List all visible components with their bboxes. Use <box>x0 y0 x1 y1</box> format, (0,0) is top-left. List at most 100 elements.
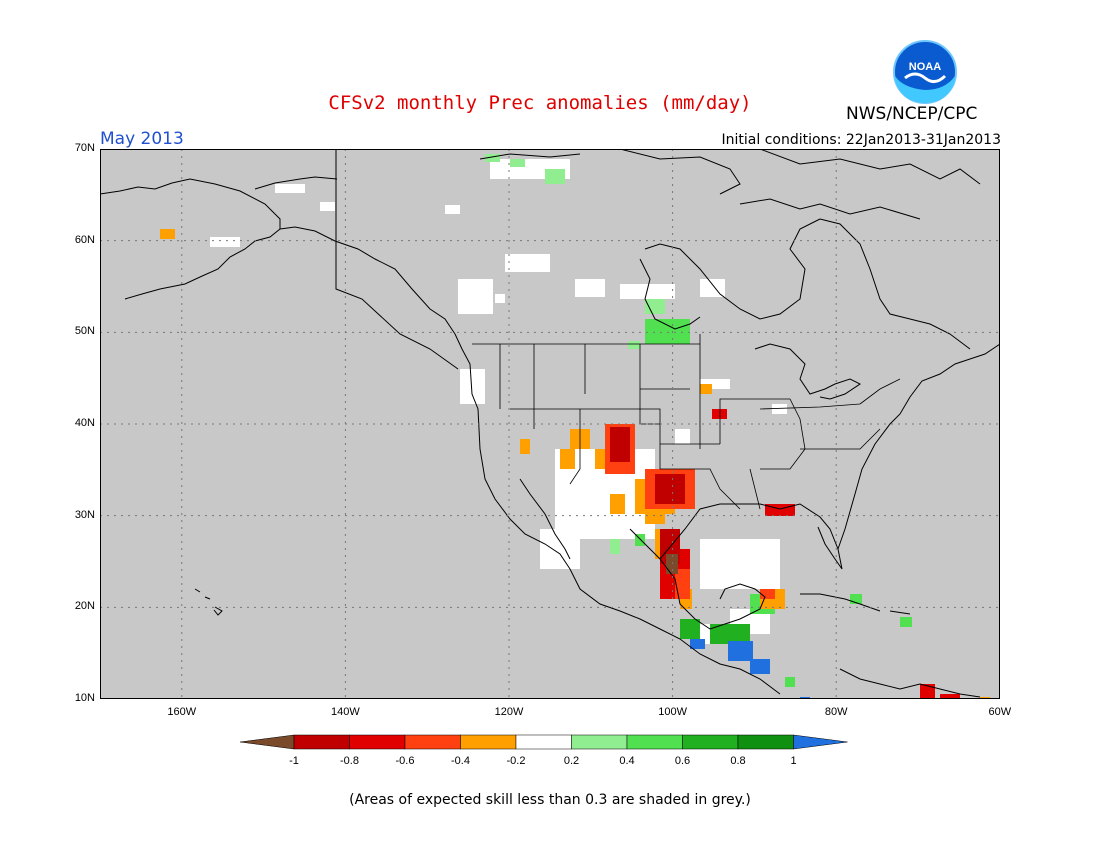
anomaly-cell <box>505 254 550 272</box>
anomaly-cell <box>610 427 630 462</box>
anomaly-cell <box>765 504 795 516</box>
initial-conditions: Initial conditions: 22Jan2013-31Jan2013 <box>721 132 1001 148</box>
lat-label: 70N <box>74 142 95 154</box>
lat-label: 20N <box>74 600 95 613</box>
anomaly-cell <box>545 169 565 184</box>
agency-label: NWS/NCEP/CPC <box>846 104 978 124</box>
legend-label: 0.4 <box>619 755 634 767</box>
anomaly-cell <box>495 294 505 303</box>
lon-label: 60W <box>988 706 1012 718</box>
anomaly-cell <box>666 554 678 574</box>
labrador-coast <box>819 218 971 350</box>
anomaly-cell <box>675 429 690 444</box>
anomaly-cell <box>710 624 750 644</box>
ak-canada-border <box>335 149 459 370</box>
anomaly-cell <box>728 641 753 661</box>
anomaly-cell <box>785 677 795 687</box>
anomaly-cell <box>750 659 770 674</box>
legend-swatch <box>515 734 572 750</box>
baja-coast <box>519 478 571 560</box>
anomaly-cell <box>628 341 640 349</box>
lon-label: 160W <box>167 706 197 718</box>
great-lakes <box>754 343 861 400</box>
anomaly-cell <box>940 694 960 699</box>
legend-label: -0.4 <box>451 755 470 767</box>
legend-swatch <box>404 734 461 750</box>
anomaly-cell <box>645 299 665 314</box>
anomaly-cell <box>458 279 493 314</box>
legend-label: -0.2 <box>507 755 526 767</box>
legend-label: 0.2 <box>564 755 579 767</box>
anomaly-cell <box>760 589 775 599</box>
graticule <box>100 149 1000 699</box>
anomaly-cell <box>850 594 862 604</box>
chart-title: CFSv2 monthly Prec anomalies (mm/day) <box>328 92 752 114</box>
hudson-bay <box>639 218 821 330</box>
hawaii <box>194 588 223 616</box>
anomaly-cell <box>510 159 525 167</box>
footnote: (Areas of expected skill less than 0.3 a… <box>349 792 751 808</box>
gulf-coast <box>629 503 843 630</box>
east-coast <box>837 343 1000 550</box>
legend-swatch <box>460 734 517 750</box>
anomaly-cell <box>712 409 727 419</box>
lat-label: 40N <box>74 417 95 429</box>
anomaly-cell <box>772 404 787 414</box>
coastlines <box>100 149 1000 698</box>
legend-swatch <box>293 734 350 750</box>
anomaly-cells <box>160 154 990 699</box>
anomaly-cell <box>275 184 305 193</box>
lon-label: 120W <box>494 706 524 718</box>
legend-swatch <box>626 734 683 750</box>
legend-label: -0.6 <box>396 755 415 767</box>
state-borders <box>472 334 901 510</box>
noaa-logo: NOAA <box>893 40 957 104</box>
anomaly-cell <box>920 684 935 699</box>
anomaly-cell <box>570 479 590 489</box>
anomaly-cell <box>900 617 912 627</box>
west-coast <box>454 333 781 695</box>
anomaly-cell <box>160 229 175 239</box>
lon-label: 80W <box>824 706 848 718</box>
legend-swatch <box>737 734 794 750</box>
anomaly-cell <box>610 494 625 514</box>
forecast-month: May 2013 <box>100 129 184 149</box>
caribbean-islands <box>800 593 981 698</box>
legend-arrow-min <box>239 734 295 750</box>
anomaly-cell <box>485 154 500 162</box>
anomaly-cell <box>210 237 240 247</box>
anomaly-cell <box>700 539 780 589</box>
anomaly-cell <box>560 449 575 469</box>
legend-swatch <box>571 734 628 750</box>
anomaly-cell <box>610 539 620 554</box>
alaska-coast <box>100 178 456 335</box>
anomaly-cell <box>680 619 700 639</box>
anomaly-cell <box>540 529 580 569</box>
anomaly-cell <box>690 639 705 649</box>
anomaly-cell <box>700 384 712 394</box>
legend-label: 0.6 <box>675 755 690 767</box>
anomaly-cell <box>575 279 605 297</box>
legend-arrow-max <box>793 734 848 750</box>
anomaly-map <box>100 149 1000 699</box>
alaska-north <box>254 176 338 190</box>
lon-label: 100W <box>658 706 687 718</box>
lat-label: 60N <box>74 233 95 246</box>
anomaly-cell <box>645 319 690 344</box>
anomaly-cell <box>320 202 335 211</box>
legend-swatch <box>682 734 739 750</box>
anomaly-cell <box>620 284 675 299</box>
legend-label: 1 <box>790 755 796 767</box>
anomaly-cell <box>700 279 725 297</box>
lat-label: 50N <box>74 325 95 338</box>
anomaly-cell <box>700 379 730 389</box>
anomaly-cell <box>675 569 690 599</box>
legend-label: -0.8 <box>340 755 359 767</box>
anomaly-cell <box>520 439 530 454</box>
legend-swatch <box>349 734 406 750</box>
color-legend: -1 -0.8 -0.6 -0.4 -0.2 0.2 0.4 0.6 0.8 1 <box>239 734 848 767</box>
lat-label: 10N <box>74 692 95 705</box>
svg-text:NOAA: NOAA <box>909 61 941 73</box>
anomaly-cell <box>635 534 645 546</box>
legend-label: 0.8 <box>730 755 745 767</box>
